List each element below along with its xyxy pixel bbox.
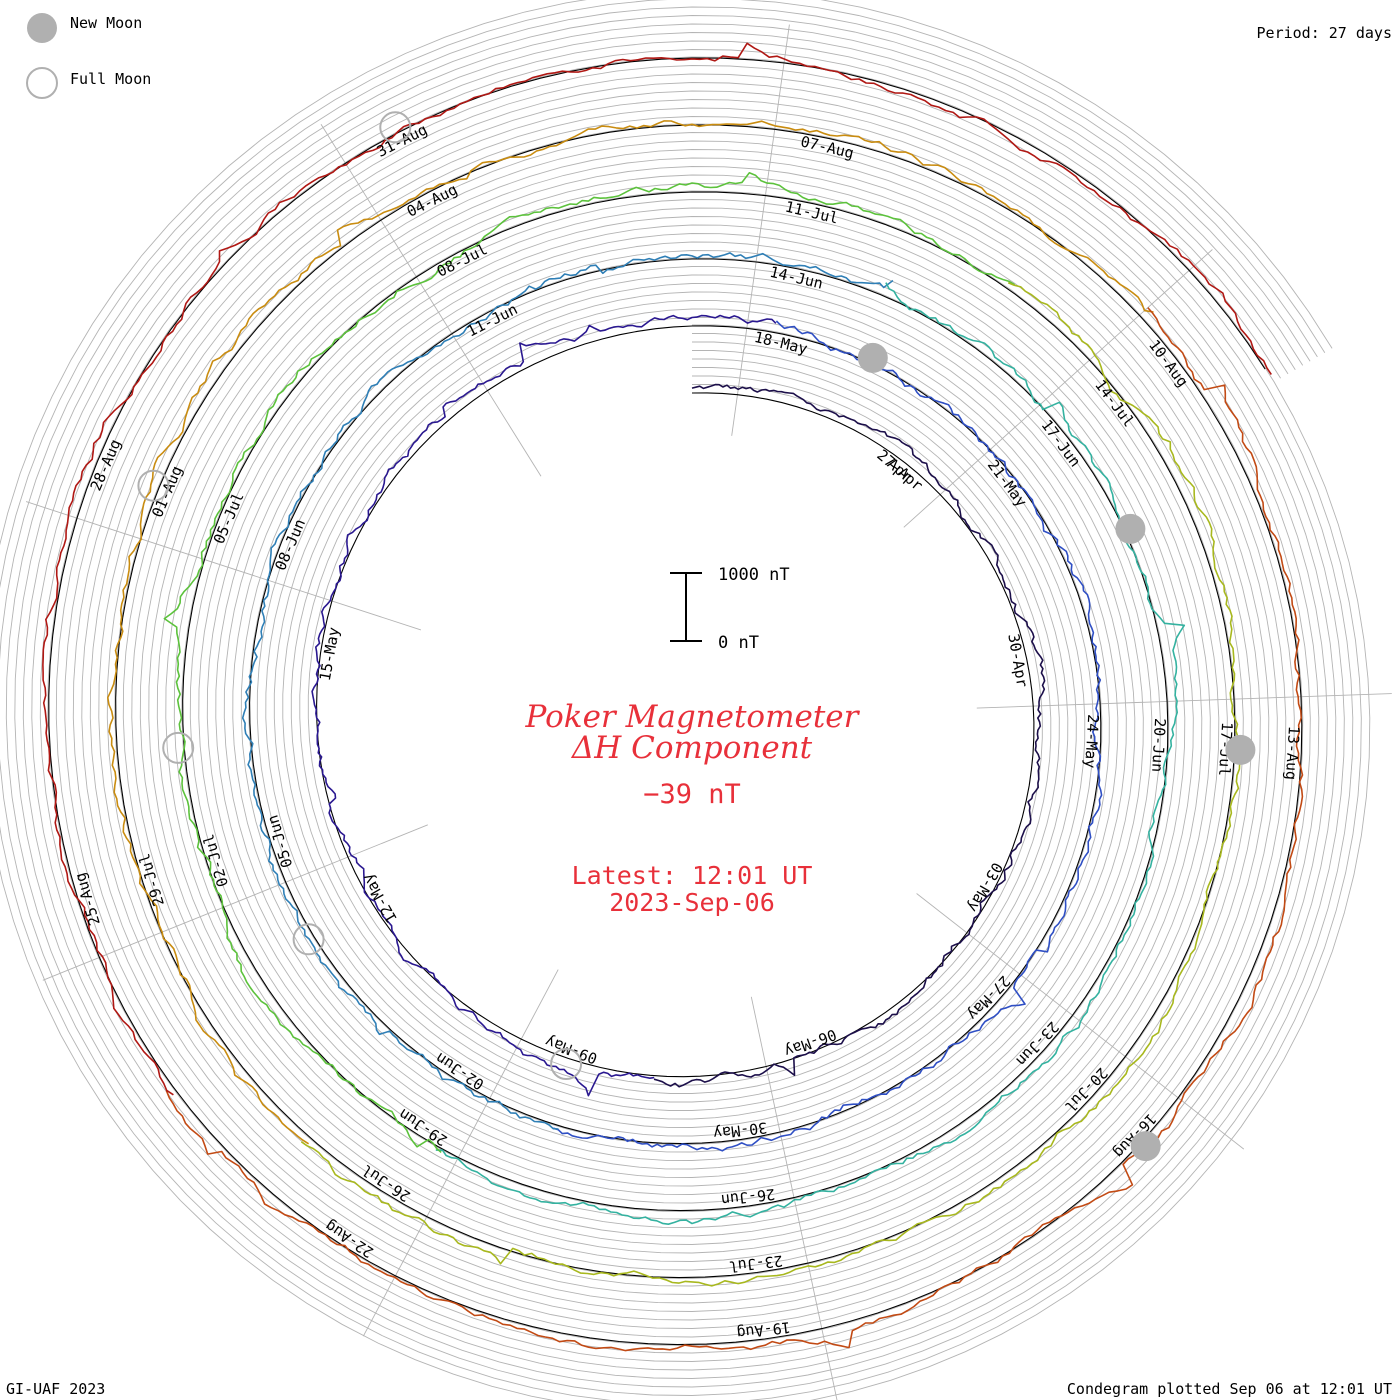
full-moon-marker bbox=[292, 923, 325, 956]
new-moon-marker bbox=[857, 342, 888, 373]
date-label: 03-May bbox=[964, 859, 1007, 915]
dh-trace-segment bbox=[165, 307, 1304, 1352]
new-moon-marker bbox=[1130, 1131, 1161, 1162]
date-label: 12-May bbox=[358, 870, 401, 926]
grid-spiral bbox=[39, 49, 1311, 1354]
date-label: 26-Jun bbox=[720, 1185, 776, 1209]
dh-trace-segment bbox=[107, 120, 1154, 1145]
grid-spiral bbox=[14, 23, 1337, 1379]
date-label: 23-Jul bbox=[728, 1251, 784, 1275]
full-moon-marker bbox=[137, 469, 170, 502]
date-label: 08-Jul bbox=[434, 240, 490, 280]
full-moon-marker bbox=[379, 111, 412, 144]
chart-title-line1: Poker Magnetometer bbox=[525, 699, 861, 735]
date-label: 20-Jul bbox=[1061, 1064, 1111, 1116]
grid-spoke bbox=[903, 249, 1213, 528]
grid-spiral bbox=[22, 32, 1328, 1371]
footer-credit: GI-UAF 2023 bbox=[6, 1380, 105, 1398]
grid-spiral bbox=[0, 0, 1371, 1400]
grid-spoke bbox=[976, 693, 1392, 709]
date-label: 20-Jun bbox=[1148, 718, 1169, 773]
new-moon-marker bbox=[1115, 513, 1146, 544]
new-moon-marker bbox=[1225, 734, 1256, 765]
date-label: 11-Jun bbox=[464, 300, 520, 340]
grid-spiral bbox=[5, 15, 1345, 1388]
full-moon-marker bbox=[550, 1048, 583, 1080]
date-label: 27-Apr bbox=[873, 446, 926, 495]
legend-new-moon-label: New Moon bbox=[70, 14, 142, 32]
full-moon-icon bbox=[26, 67, 58, 99]
grid-spoke bbox=[731, 24, 790, 436]
date-label: 02-Jun bbox=[432, 1049, 487, 1094]
date-label: 24-May bbox=[1081, 714, 1102, 769]
dh-trace-segment bbox=[553, 320, 1103, 1152]
date-label: 28-Aug bbox=[87, 437, 125, 494]
date-label: 06-May bbox=[782, 1025, 839, 1060]
date-label: 04-Aug bbox=[404, 180, 460, 220]
date-label: 30-Apr bbox=[1004, 632, 1031, 688]
date-label: 08-Jun bbox=[271, 516, 309, 573]
date-label: 19-Aug bbox=[736, 1318, 792, 1342]
chart-title-line2: ΔH Component bbox=[571, 730, 813, 766]
legend: New Moon Full Moon bbox=[26, 13, 151, 99]
new-moon-icon bbox=[27, 13, 57, 43]
dh-trace-segment bbox=[42, 42, 1272, 1096]
trace-layer bbox=[42, 42, 1304, 1352]
moon-layer bbox=[137, 111, 1256, 1162]
latest-time: Latest: 12:01 UT bbox=[572, 861, 813, 890]
grid-spiral bbox=[0, 0, 1362, 1400]
date-label: 23-Jun bbox=[1012, 1018, 1062, 1070]
full-moon-marker bbox=[162, 731, 195, 764]
grid-spoke bbox=[25, 501, 422, 631]
grid-spiral bbox=[31, 40, 1320, 1362]
grid-spoke bbox=[320, 123, 542, 477]
scale-bar: 1000 nT 0 nT bbox=[670, 565, 790, 653]
dh-trace-segment bbox=[163, 172, 1016, 1154]
date-label: 27-May bbox=[964, 972, 1014, 1024]
grid-spiral bbox=[0, 6, 1354, 1396]
dh-trace-segment bbox=[241, 252, 894, 1130]
date-label: 26-Jul bbox=[358, 1161, 413, 1206]
current-value: −39 nT bbox=[643, 779, 741, 810]
scale-bottom-label: 0 nT bbox=[718, 633, 759, 653]
dh-trace-segment bbox=[300, 282, 1241, 1287]
period-label: Period: 27 days bbox=[1257, 24, 1392, 42]
dh-trace-segment bbox=[653, 383, 1046, 1088]
dh-trace-segment bbox=[435, 282, 1186, 1225]
grid-spoke bbox=[362, 969, 559, 1337]
scale-top-label: 1000 nT bbox=[718, 565, 790, 585]
latest-date: 2023-Sep-06 bbox=[609, 888, 775, 917]
grid-spoke bbox=[42, 824, 428, 981]
legend-full-moon-label: Full Moon bbox=[70, 70, 151, 88]
baseline-spiral bbox=[48, 57, 1303, 1346]
dh-trace-segment bbox=[311, 314, 777, 1097]
footer-plot-time: Condegram plotted Sep 06 at 12:01 UT bbox=[1067, 1380, 1392, 1398]
date-label: 13-Aug bbox=[1282, 725, 1303, 780]
